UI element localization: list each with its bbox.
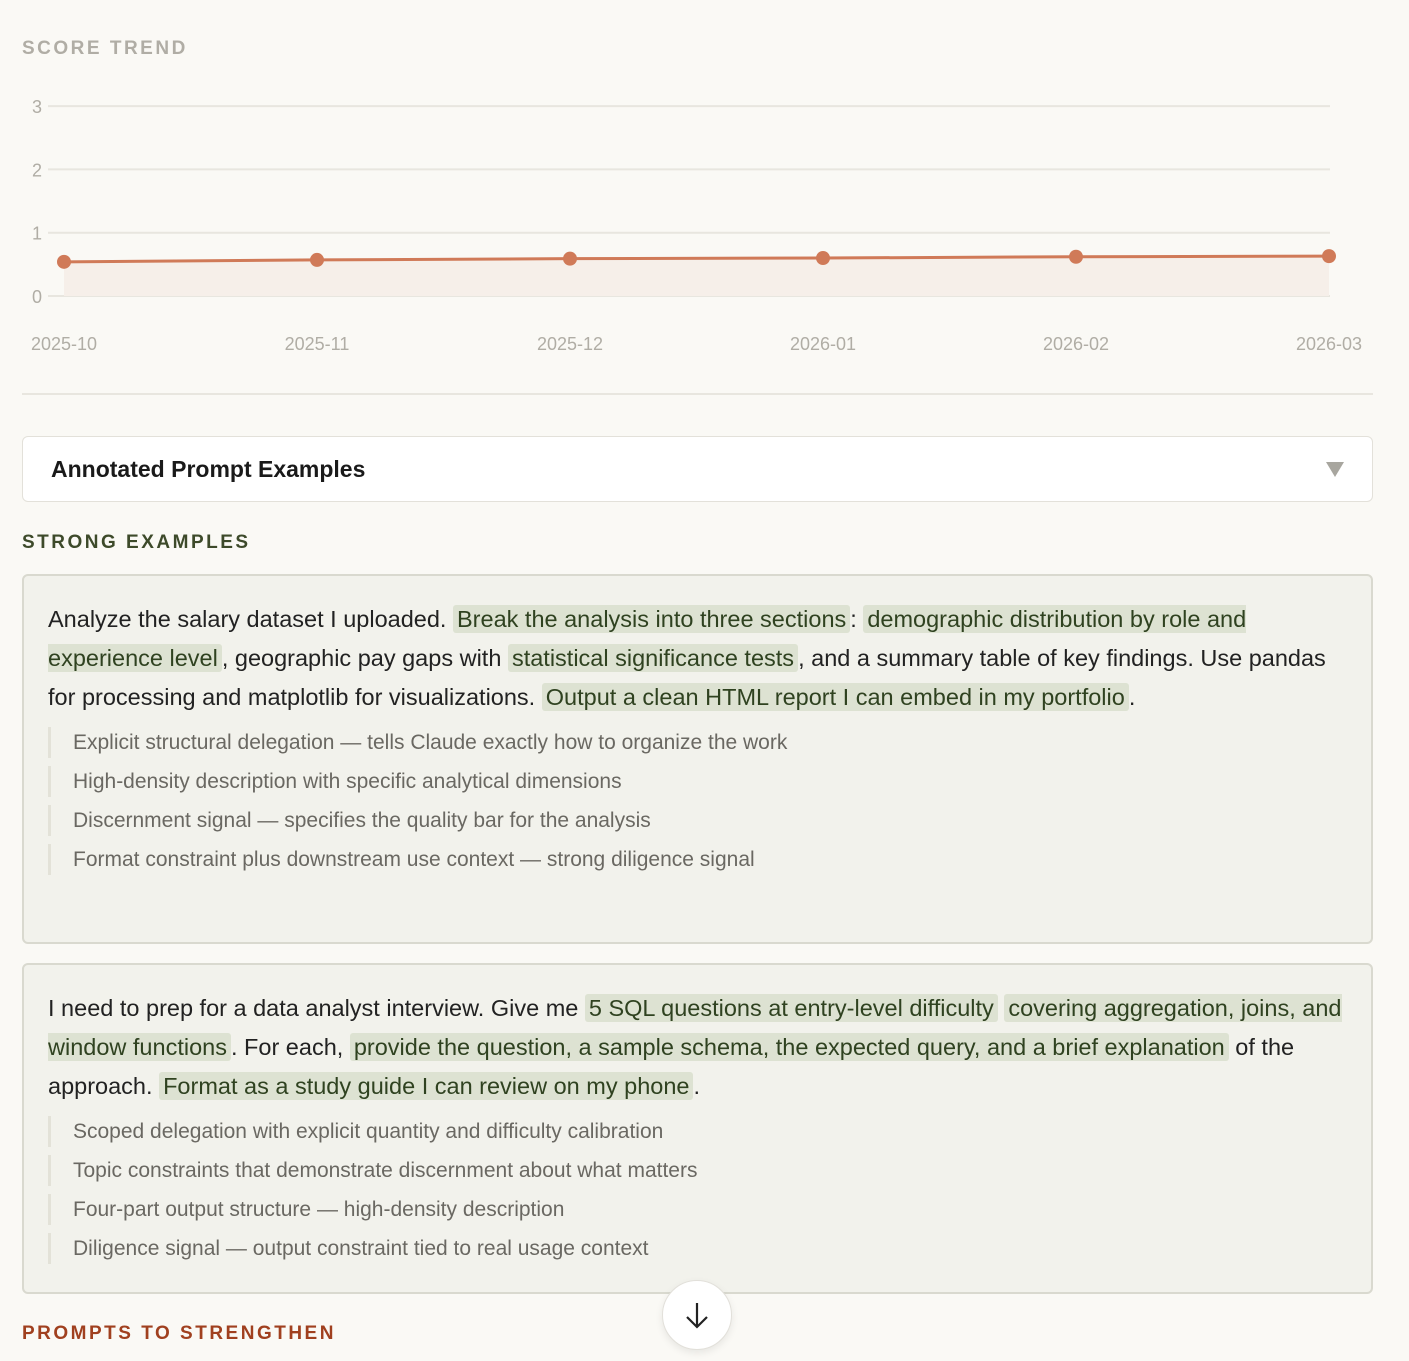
- annotation-note: Diligence signal — output constraint tie…: [48, 1233, 1347, 1264]
- triangle-down-icon[interactable]: [1326, 461, 1344, 477]
- highlighted-phrase: statistical significance tests: [507, 644, 799, 672]
- highlighted-phrase: Output a clean HTML report I can embed i…: [541, 683, 1129, 711]
- highlighted-phrase: Break the analysis into three sections: [453, 605, 851, 633]
- prompt-segment: of the approach.: [48, 1034, 1295, 1099]
- data-point: [57, 254, 71, 269]
- scroll-down-button[interactable]: [662, 1280, 732, 1350]
- y-tick-label: 1: [32, 224, 42, 244]
- annotation-note: Topic constraints that demonstrate disce…: [48, 1155, 1347, 1186]
- data-point: [816, 251, 830, 266]
- annotation-note: Four-part output structure — high-densit…: [48, 1194, 1347, 1225]
- annotation-note: Discernment signal — specifies the quali…: [48, 805, 1347, 836]
- prompt-segment: , and a summary table of key findings. U…: [48, 645, 1326, 710]
- example-card: I need to prep for a data analyst interv…: [22, 963, 1373, 1294]
- highlighted-phrase: Format as a study guide I can review on …: [159, 1072, 694, 1100]
- prompt-text: I need to prep for a data analyst interv…: [48, 989, 1347, 1106]
- x-tick-label: 2025-11: [285, 334, 350, 350]
- y-tick-label: 0: [32, 287, 42, 307]
- x-tick-label: 2025-12: [537, 334, 603, 350]
- prompt-segment: . For each,: [230, 1034, 350, 1060]
- prompt-segment: Analyze the salary dataset I uploaded.: [48, 606, 453, 632]
- data-point: [1069, 249, 1083, 264]
- score-trend-title: SCORE TREND: [22, 38, 188, 59]
- annotation-note: High-density description with specific a…: [48, 766, 1347, 797]
- strong-examples-title: STRONG EXAMPLES: [22, 532, 251, 553]
- area-fill: [64, 256, 1329, 296]
- data-point: [563, 251, 577, 266]
- annotation-note: Explicit structural delegation — tells C…: [48, 727, 1347, 758]
- series-line: [63, 254, 1330, 264]
- x-tick-label: 2025-10: [31, 334, 97, 350]
- prompt-segment: , geographic pay gaps with: [221, 645, 508, 671]
- annotation-note: Scoped delegation with explicit quantity…: [48, 1116, 1347, 1147]
- prompt-segment: I need to prep for a data analyst interv…: [48, 995, 585, 1021]
- x-tick-label: 2026-01: [790, 334, 856, 350]
- data-point: [1322, 249, 1336, 264]
- divider: [22, 393, 1373, 395]
- y-tick-label: 2: [32, 160, 42, 180]
- accordion-title: Annotated Prompt Examples: [51, 455, 366, 482]
- prompt-segment: .: [693, 1073, 701, 1099]
- annotation-note: Format constraint plus downstream use co…: [48, 844, 1347, 875]
- highlighted-phrase: provide the question, a sample schema, t…: [349, 1033, 1229, 1061]
- example-card: Analyze the salary dataset I uploaded. B…: [22, 574, 1373, 944]
- prompts-to-strengthen-title: PROMPTS TO STRENGTHEN: [22, 1323, 336, 1344]
- prompt-text: Analyze the salary dataset I uploaded. B…: [48, 600, 1347, 717]
- x-tick-label: 2026-03: [1296, 334, 1362, 350]
- y-tick-label: 3: [32, 97, 42, 117]
- arrow-down-icon: [686, 1303, 708, 1329]
- annotated-examples-accordion[interactable]: Annotated Prompt Examples: [22, 436, 1373, 502]
- prompt-segment: :: [850, 606, 864, 632]
- score-trend-chart: 0 1 2 3 2025-10 2025-11 2025-12 2026-01 2026-02 2…: [31, 97, 1362, 350]
- data-point: [310, 252, 324, 267]
- highlighted-phrase: 5 SQL questions at entry-level difficult…: [584, 994, 998, 1022]
- prompt-segment: .: [1128, 684, 1136, 710]
- x-tick-label: 2026-02: [1043, 334, 1109, 350]
